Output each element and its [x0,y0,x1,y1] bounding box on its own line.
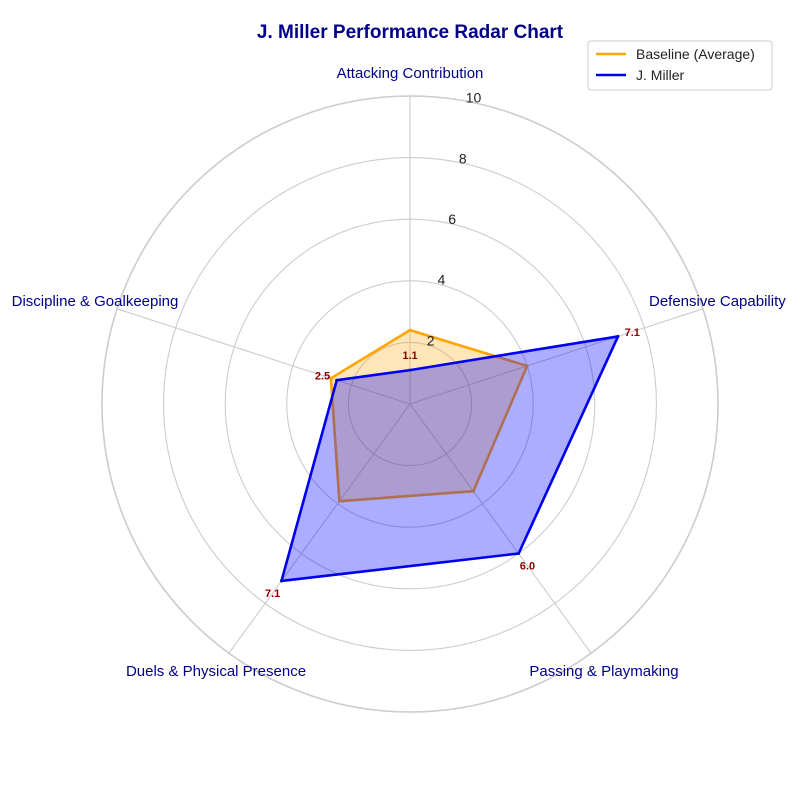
spoke-4 [116,308,411,405]
axis-label-3: Duels & Physical Presence [126,663,306,680]
chart-title: J. Miller Performance Radar Chart [257,22,564,43]
r-tick-label-6: 6 [448,211,456,227]
axis-label-2: Passing & Playmaking [529,663,678,680]
radar-grid [101,95,719,713]
spoke-2 [409,403,592,654]
series-0-point-0 [408,328,412,332]
data-label-1: 7.1 [625,327,640,339]
legend-entry-1: J. Miller [636,67,685,83]
series-line-1 [280,335,620,583]
data-label-4: 2.5 [315,371,330,383]
spoke-3 [228,403,411,654]
series-fill-1 [281,336,618,581]
axis-label-4: Discipline & Goalkeeping [12,293,179,310]
data-label-0: 1.1 [402,350,417,362]
series-1-point-0 [408,368,412,372]
series-0-point-2 [471,489,475,493]
legend: Baseline (Average) J. Miller [587,40,773,91]
series-0-point-1 [525,364,529,368]
legend-entry-0: Baseline (Average) [636,46,755,62]
r-tick-label-8: 8 [459,150,467,166]
data-label-3: 7.1 [265,588,280,600]
series-1-point-1 [616,334,620,338]
legend-box [587,40,773,91]
series-1-point-2 [517,552,521,556]
series-0-point-4 [329,376,333,380]
r-tick-label-2: 2 [427,332,435,348]
r-tick-label-4: 4 [437,272,445,288]
data-label-2: 6.0 [520,561,535,573]
series-1-point-3 [279,579,283,583]
spoke-1 [409,308,704,405]
axis-label-0: Attacking Contribution [337,65,484,82]
series-line-0 [329,328,529,503]
radar-labels: 2 4 6 8 10 Attacking Contribution Defensive Ca… [12,65,787,680]
axis-label-1: Defensive Capability [649,293,786,310]
radar-series [279,328,620,583]
series-fill-0 [330,330,528,502]
series-0-point-3 [337,499,341,503]
r-tick-label-10: 10 [466,90,482,106]
series-1-point-4 [335,378,339,382]
